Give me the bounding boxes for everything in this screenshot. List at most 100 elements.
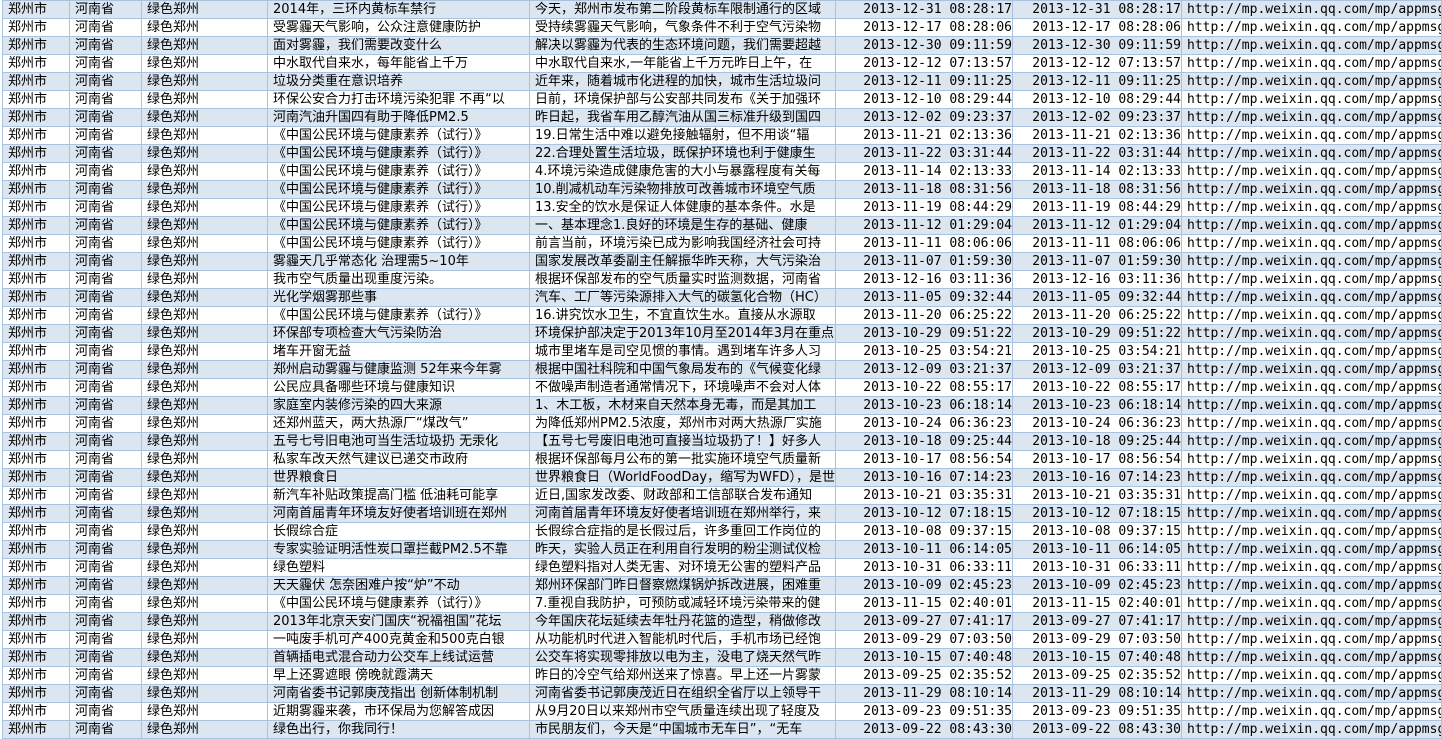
cell-time-2[interactable]: 2013-11-21 02:13:36 — [1012, 126, 1182, 145]
cell-url[interactable]: http://mp.weixin.qq.com/mp/appmsg — [1181, 324, 1442, 343]
cell-time-1[interactable]: 2013-10-16 07:14:23 — [835, 468, 1013, 487]
cell-summary[interactable]: 环境保护部决定于2013年10月至2014年3月在重点 — [529, 324, 836, 343]
cell-url[interactable]: http://mp.weixin.qq.com/mp/appmsg — [1181, 54, 1442, 73]
cell-time-1[interactable]: 2013-11-14 02:13:33 — [835, 162, 1013, 181]
cell-city[interactable]: 郑州市 — [2, 306, 70, 325]
cell-url[interactable]: http://mp.weixin.qq.com/mp/appmsg — [1181, 576, 1442, 595]
cell-province[interactable]: 河南省 — [69, 270, 142, 289]
cell-title[interactable]: 早上还雾遮眼 傍晚就霞满天 — [267, 666, 530, 685]
cell-account[interactable]: 绿色郑州 — [141, 630, 268, 649]
cell-time-2[interactable]: 2013-11-11 08:06:06 — [1012, 234, 1182, 253]
cell-title[interactable]: 中水取代自来水，每年能省上千万 — [267, 54, 530, 73]
cell-city[interactable]: 郑州市 — [2, 684, 70, 703]
cell-account[interactable]: 绿色郑州 — [141, 180, 268, 199]
cell-title[interactable]: 河南省委书记郭庚茂指出 创新体制机制 — [267, 684, 530, 703]
cell-time-1[interactable]: 2013-10-25 03:54:21 — [835, 342, 1013, 361]
cell-province[interactable]: 河南省 — [69, 468, 142, 487]
cell-city[interactable]: 郑州市 — [2, 612, 70, 631]
cell-title[interactable]: 堵车开窗无益 — [267, 342, 530, 361]
cell-time-2[interactable]: 2013-10-22 08:55:17 — [1012, 378, 1182, 397]
cell-account[interactable]: 绿色郑州 — [141, 432, 268, 451]
cell-time-2[interactable]: 2013-11-20 06:25:22 — [1012, 306, 1182, 325]
cell-url[interactable]: http://mp.weixin.qq.com/mp/appmsg — [1181, 288, 1442, 307]
cell-time-1[interactable]: 2013-10-12 07:18:15 — [835, 504, 1013, 523]
cell-city[interactable]: 郑州市 — [2, 396, 70, 415]
cell-time-2[interactable]: 2013-10-21 03:35:31 — [1012, 486, 1182, 505]
cell-url[interactable]: http://mp.weixin.qq.com/mp/appmsg — [1181, 630, 1442, 649]
cell-time-2[interactable]: 2013-12-02 09:23:37 — [1012, 108, 1182, 127]
cell-account[interactable]: 绿色郑州 — [141, 72, 268, 91]
cell-time-2[interactable]: 2013-11-05 09:32:44 — [1012, 288, 1182, 307]
cell-url[interactable]: http://mp.weixin.qq.com/mp/appmsg — [1181, 360, 1442, 379]
cell-url[interactable]: http://mp.weixin.qq.com/mp/appmsg — [1181, 504, 1442, 523]
cell-summary[interactable]: 一、基本理念1.良好的环境是生存的基础、健康 — [529, 216, 836, 235]
cell-summary[interactable]: 汽车、工厂等污染源排入大气的碳氢化合物（HC） — [529, 288, 836, 307]
cell-province[interactable]: 河南省 — [69, 558, 142, 577]
cell-summary[interactable]: 河南省委书记郭庚茂近日在组织全省厅以上领导干 — [529, 684, 836, 703]
cell-city[interactable]: 郑州市 — [2, 270, 70, 289]
cell-time-1[interactable]: 2013-12-30 09:11:59 — [835, 36, 1013, 55]
cell-summary[interactable]: 昨日的冷空气给郑州送来了惊喜。早上还一片雾蒙 — [529, 666, 836, 685]
cell-province[interactable]: 河南省 — [69, 594, 142, 613]
cell-summary[interactable]: 受持续雾霾天气影响，气象条件不利于空气污染物 — [529, 18, 836, 37]
cell-time-2[interactable]: 2013-11-19 08:44:29 — [1012, 198, 1182, 217]
cell-time-1[interactable]: 2013-10-24 06:36:23 — [835, 414, 1013, 433]
cell-time-1[interactable]: 2013-11-11 08:06:06 — [835, 234, 1013, 253]
cell-province[interactable]: 河南省 — [69, 324, 142, 343]
cell-title[interactable]: 《中国公民环境与健康素养（试行）》 — [267, 144, 530, 163]
cell-title[interactable]: 雾霾天几乎常态化 治理需5~10年 — [267, 252, 530, 271]
cell-title[interactable]: 《中国公民环境与健康素养（试行）》 — [267, 126, 530, 145]
cell-title[interactable]: 首辆插电式混合动力公交车上线试运营 — [267, 648, 530, 667]
cell-url[interactable]: http://mp.weixin.qq.com/mp/appmsg — [1181, 108, 1442, 127]
cell-time-1[interactable]: 2013-11-18 08:31:56 — [835, 180, 1013, 199]
cell-summary[interactable]: 长假综合症指的是长假过后，许多重回工作岗位的 — [529, 522, 836, 541]
cell-time-2[interactable]: 2013-10-31 06:33:11 — [1012, 558, 1182, 577]
cell-time-1[interactable]: 2013-11-21 02:13:36 — [835, 126, 1013, 145]
cell-account[interactable]: 绿色郑州 — [141, 378, 268, 397]
cell-time-2[interactable]: 2013-09-22 08:43:30 — [1012, 720, 1182, 739]
cell-url[interactable]: http://mp.weixin.qq.com/mp/appmsg — [1181, 306, 1442, 325]
cell-url[interactable]: http://mp.weixin.qq.com/mp/appmsg — [1181, 0, 1442, 19]
cell-title[interactable]: 我市空气质量出现重度污染。 — [267, 270, 530, 289]
cell-title[interactable]: 长假综合症 — [267, 522, 530, 541]
cell-time-2[interactable]: 2013-11-07 01:59:30 — [1012, 252, 1182, 271]
cell-province[interactable]: 河南省 — [69, 144, 142, 163]
cell-summary[interactable]: 市民朋友们，今天是“中国城市无车日”，“无车 — [529, 720, 836, 739]
cell-time-1[interactable]: 2013-11-20 06:25:22 — [835, 306, 1013, 325]
cell-province[interactable]: 河南省 — [69, 684, 142, 703]
cell-summary[interactable]: 国家发展改革委副主任解振华昨天称，大气污染治 — [529, 252, 836, 271]
cell-time-1[interactable]: 2013-09-29 07:03:50 — [835, 630, 1013, 649]
cell-summary[interactable]: 昨日起，我省车用乙醇汽油从国三标准升级到国四 — [529, 108, 836, 127]
cell-url[interactable]: http://mp.weixin.qq.com/mp/appmsg — [1181, 234, 1442, 253]
cell-url[interactable]: http://mp.weixin.qq.com/mp/appmsg — [1181, 666, 1442, 685]
cell-city[interactable]: 郑州市 — [2, 18, 70, 37]
cell-account[interactable]: 绿色郑州 — [141, 540, 268, 559]
cell-title[interactable]: 垃圾分类重在意识培养 — [267, 72, 530, 91]
cell-time-1[interactable]: 2013-12-17 08:28:06 — [835, 18, 1013, 37]
cell-province[interactable]: 河南省 — [69, 342, 142, 361]
cell-title[interactable]: 2013年北京天安门国庆“祝福祖国”花坛 — [267, 612, 530, 631]
cell-city[interactable]: 郑州市 — [2, 216, 70, 235]
cell-title[interactable]: 还郑州蓝天，两大热源厂“煤改气” — [267, 414, 530, 433]
cell-time-2[interactable]: 2013-11-14 02:13:33 — [1012, 162, 1182, 181]
cell-title[interactable]: 近期雾霾来袭，市环保局为您解答成因 — [267, 702, 530, 721]
cell-account[interactable]: 绿色郑州 — [141, 90, 268, 109]
cell-url[interactable]: http://mp.weixin.qq.com/mp/appmsg — [1181, 216, 1442, 235]
cell-title[interactable]: 《中国公民环境与健康素养（试行）》 — [267, 594, 530, 613]
cell-city[interactable]: 郑州市 — [2, 234, 70, 253]
cell-title[interactable]: 河南首届青年环境友好使者培训班在郑州 — [267, 504, 530, 523]
cell-title[interactable]: 2014年，三环内黄标车禁行 — [267, 0, 530, 19]
cell-city[interactable]: 郑州市 — [2, 450, 70, 469]
cell-summary[interactable]: 不做噪声制造者通常情况下，环境噪声不会对人体 — [529, 378, 836, 397]
cell-title[interactable]: 《中国公民环境与健康素养（试行）》 — [267, 198, 530, 217]
cell-account[interactable]: 绿色郑州 — [141, 36, 268, 55]
cell-time-2[interactable]: 2013-09-25 02:35:52 — [1012, 666, 1182, 685]
cell-title[interactable]: 天天霾伏 怎奈困难户按“炉”不动 — [267, 576, 530, 595]
cell-title[interactable]: 一吨废手机可产400克黄金和500克白银 — [267, 630, 530, 649]
cell-city[interactable]: 郑州市 — [2, 90, 70, 109]
cell-account[interactable]: 绿色郑州 — [141, 558, 268, 577]
cell-summary[interactable]: 昨天，实验人员正在利用自行发明的粉尘测试仪检 — [529, 540, 836, 559]
cell-url[interactable]: http://mp.weixin.qq.com/mp/appmsg — [1181, 126, 1442, 145]
cell-account[interactable]: 绿色郑州 — [141, 702, 268, 721]
cell-city[interactable]: 郑州市 — [2, 576, 70, 595]
